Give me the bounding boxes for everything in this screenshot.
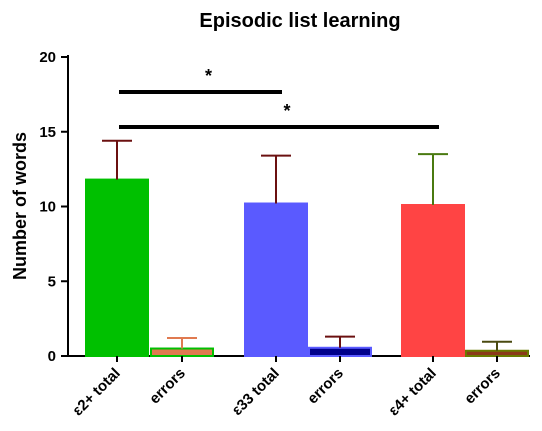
bar [465,349,529,357]
x-tick-label: ε33 total [229,365,283,419]
y-tick-label: 0 [48,348,56,365]
plot-area: 0 5 10 15 20 ε2+ total errors ε33 total errors ε4… [39,49,530,419]
chart-title: Episodic list learning [199,10,400,32]
bar [85,178,149,357]
y-tick-label: 10 [39,199,56,216]
bar [150,347,214,357]
bar [308,346,372,357]
bar [401,204,465,357]
x-tick-label: errors [304,365,347,408]
y-axis-label: Number of words [10,132,30,280]
x-tick-label: ε2+ total [69,365,123,419]
y-tick-label: 20 [39,49,56,66]
x-tick-label: errors [146,365,189,408]
bar [244,202,308,357]
x-tick-label: ε4+ total [385,365,439,419]
x-tick-label: errors [461,365,504,408]
significance-label: * [283,101,290,121]
y-tick-label: 15 [39,124,56,141]
y-tick-label: 5 [48,273,56,290]
significance-label: * [205,66,212,86]
